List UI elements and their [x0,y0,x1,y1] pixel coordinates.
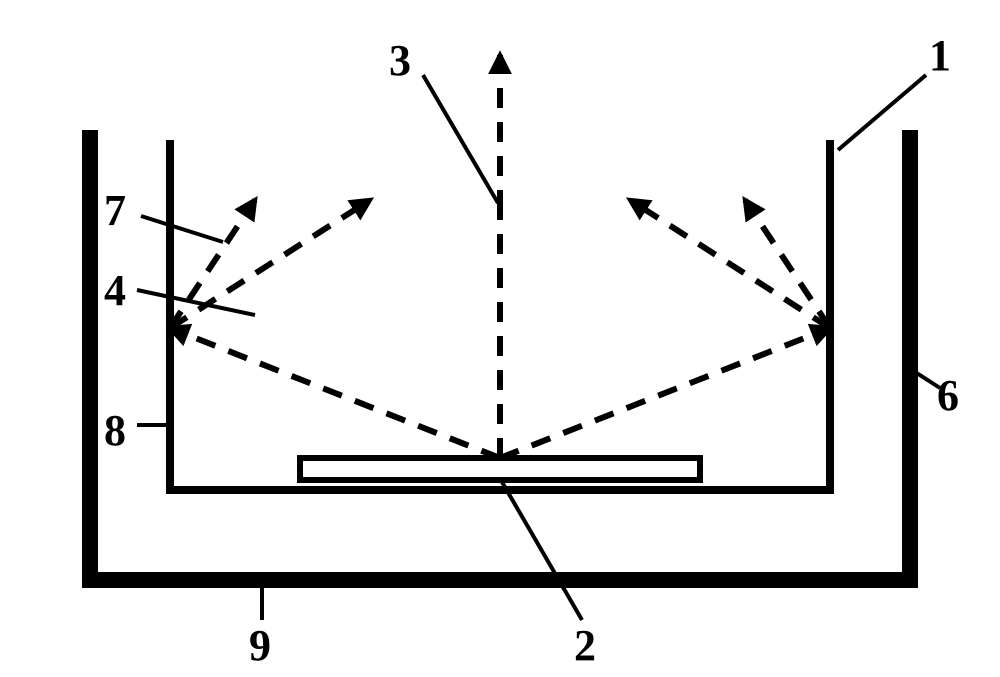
ray-to-left-wall [170,328,500,458]
leader-7 [141,216,223,242]
ray-left-reflect-outer [170,200,255,328]
label-3: 3 [389,36,411,85]
label-2: 2 [574,621,596,670]
label-8: 8 [104,406,126,455]
label-1: 1 [929,31,951,80]
label-9: 9 [249,621,271,670]
ray-to-right-wall [500,328,830,458]
label-4: 4 [104,266,126,315]
ray-left-reflect-inner [170,200,370,328]
label-7: 7 [104,186,126,235]
leader-3 [423,75,498,203]
ray-right-reflect-inner [630,200,830,328]
leader-2 [502,482,582,620]
label-6: 6 [937,371,959,420]
ray-right-reflect-outer [745,200,830,328]
chip [300,458,700,480]
